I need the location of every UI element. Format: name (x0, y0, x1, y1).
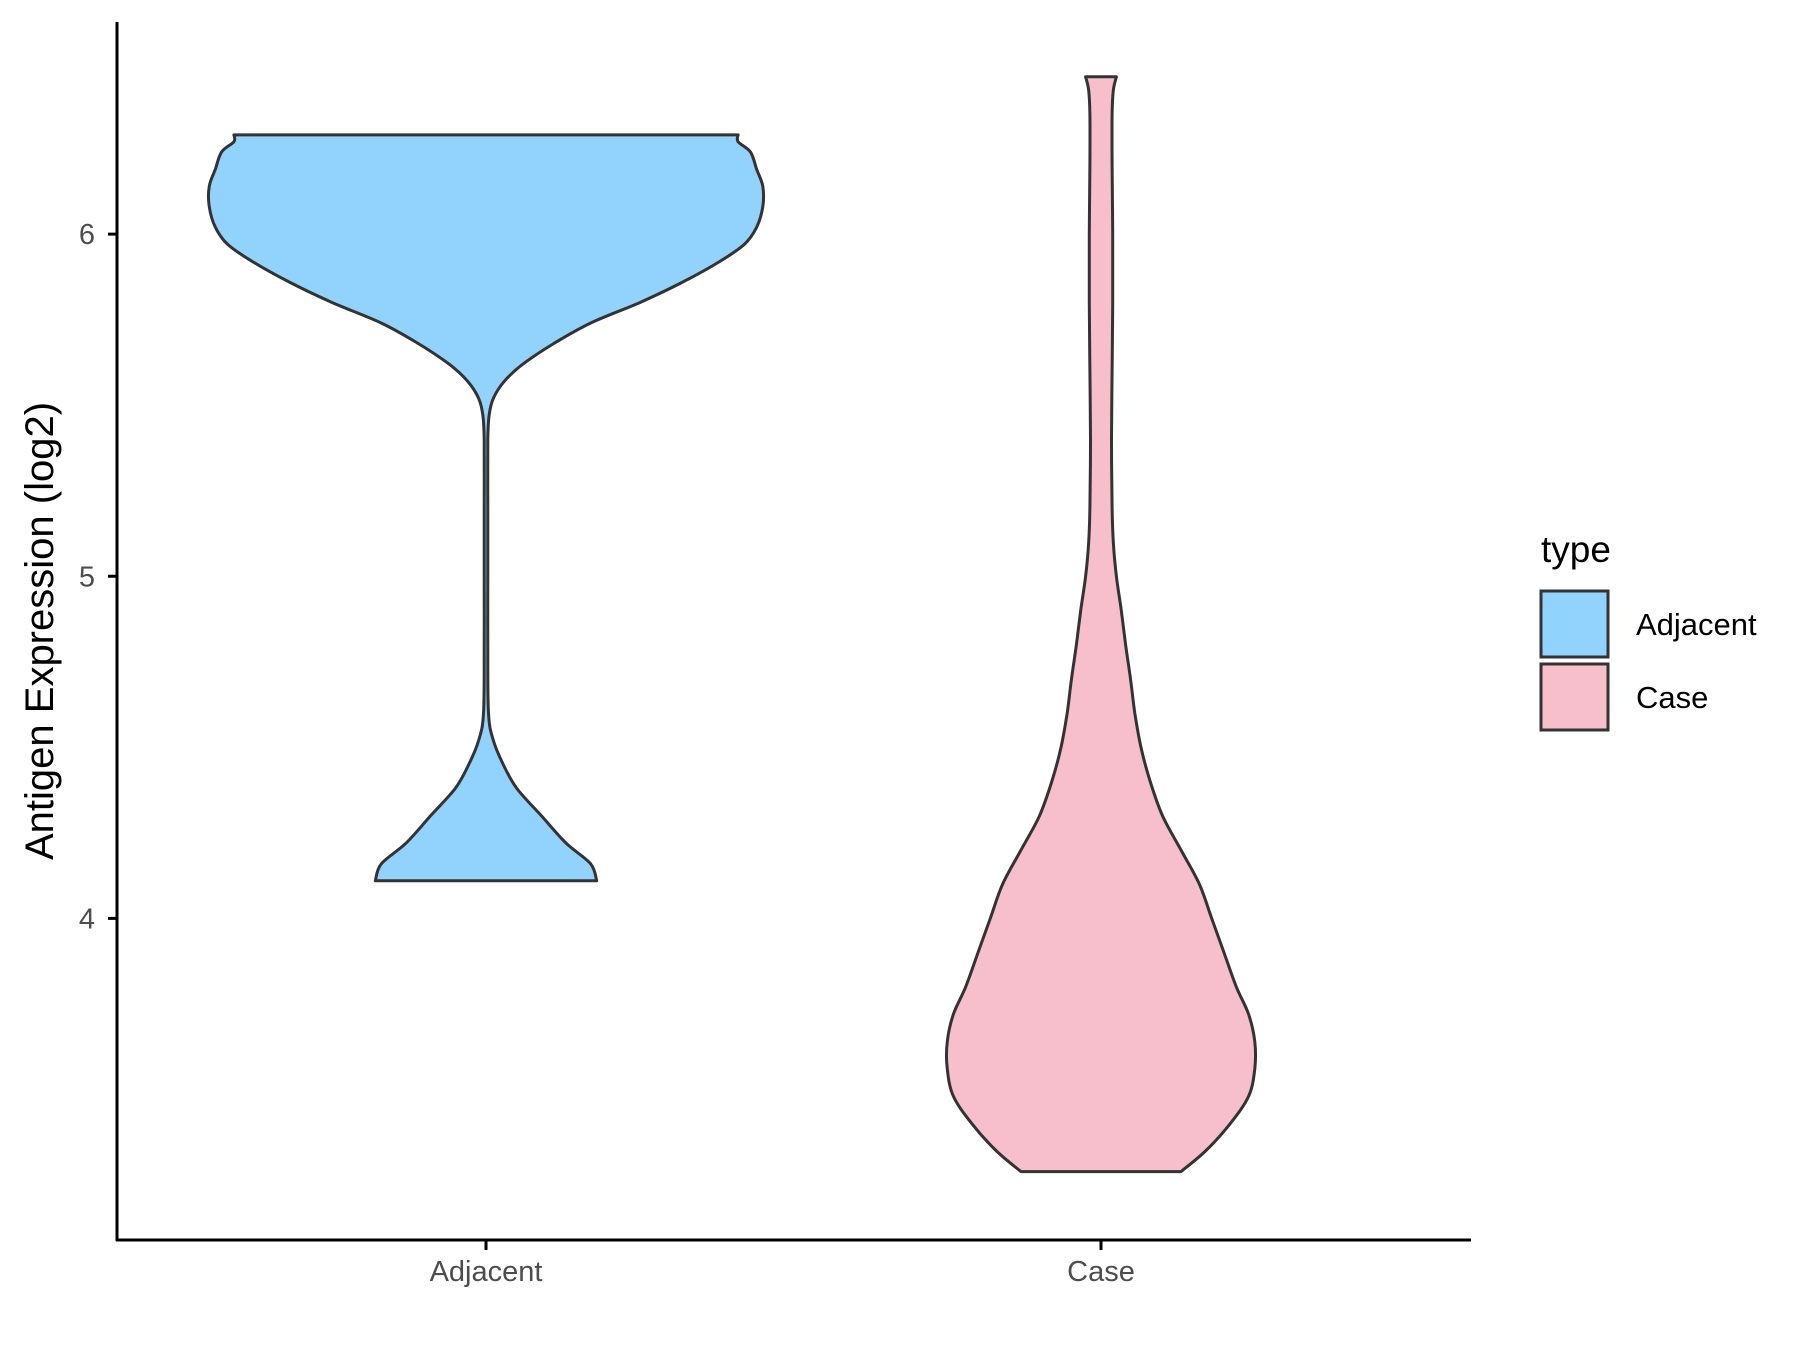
y-tick-label: 6 (79, 219, 95, 251)
x-tick-label: Case (1067, 1256, 1135, 1288)
legend-items: Adjacent Case (1539, 589, 1757, 732)
legend-swatch-case (1539, 662, 1610, 732)
violins-layer (206, 75, 1258, 1174)
y-tick-label: 4 (79, 903, 95, 935)
violin-adjacent (206, 133, 766, 883)
y-axis-title: Antigen Expression (log2) (18, 402, 62, 860)
y-tick-label: 5 (79, 561, 95, 593)
legend-label-case: Case (1636, 680, 1708, 715)
x-tick-label: Adjacent (430, 1256, 543, 1288)
legend-swatch-adjacent (1539, 589, 1610, 659)
legend-label-adjacent: Adjacent (1636, 607, 1757, 642)
legend-title: type (1541, 529, 1611, 570)
x-axis-ticks: Adjacent Case (430, 1240, 1135, 1288)
y-axis-ticks: 4 5 6 (79, 219, 117, 935)
violin-case (944, 75, 1258, 1174)
legend: type Adjacent Case (1539, 529, 1757, 732)
